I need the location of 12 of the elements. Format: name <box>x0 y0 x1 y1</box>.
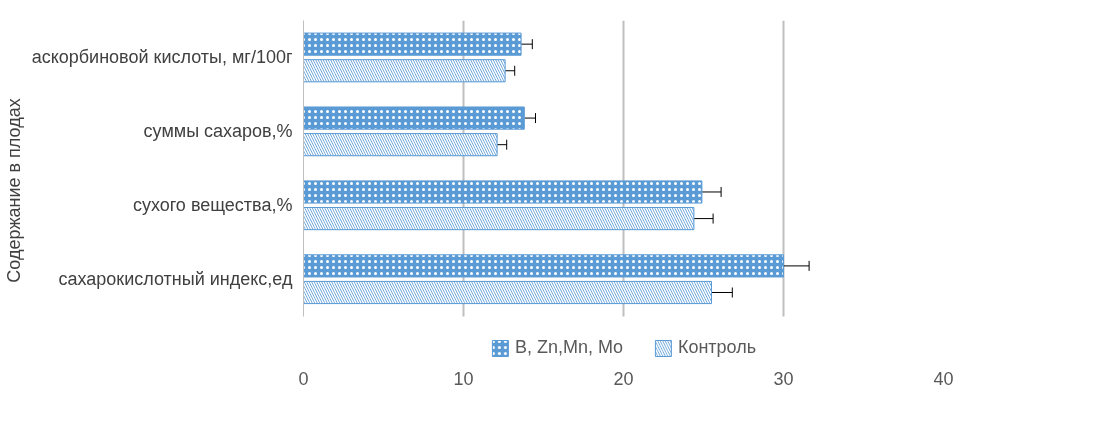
y-tick-label: аскорбиновой кислоты, мг/100г <box>31 47 293 68</box>
y-axis-title: Содержание в плодах <box>3 98 24 283</box>
legend-label: B, Zn,Mn, Mo <box>514 337 623 358</box>
x-tick-label: 10 <box>453 368 474 389</box>
x-tick-label: 0 <box>298 368 309 389</box>
y-tick-label: сухого вещества,% <box>132 195 293 216</box>
x-tick-label: 20 <box>613 368 634 389</box>
y-tick-label: сахарокислотный индекс,ед <box>58 269 293 290</box>
legend-label: Контроль <box>677 337 757 358</box>
y-tick-label: суммы сахаров,% <box>143 121 293 142</box>
x-tick-label: 40 <box>933 368 954 389</box>
x-tick-label: 30 <box>773 368 794 389</box>
